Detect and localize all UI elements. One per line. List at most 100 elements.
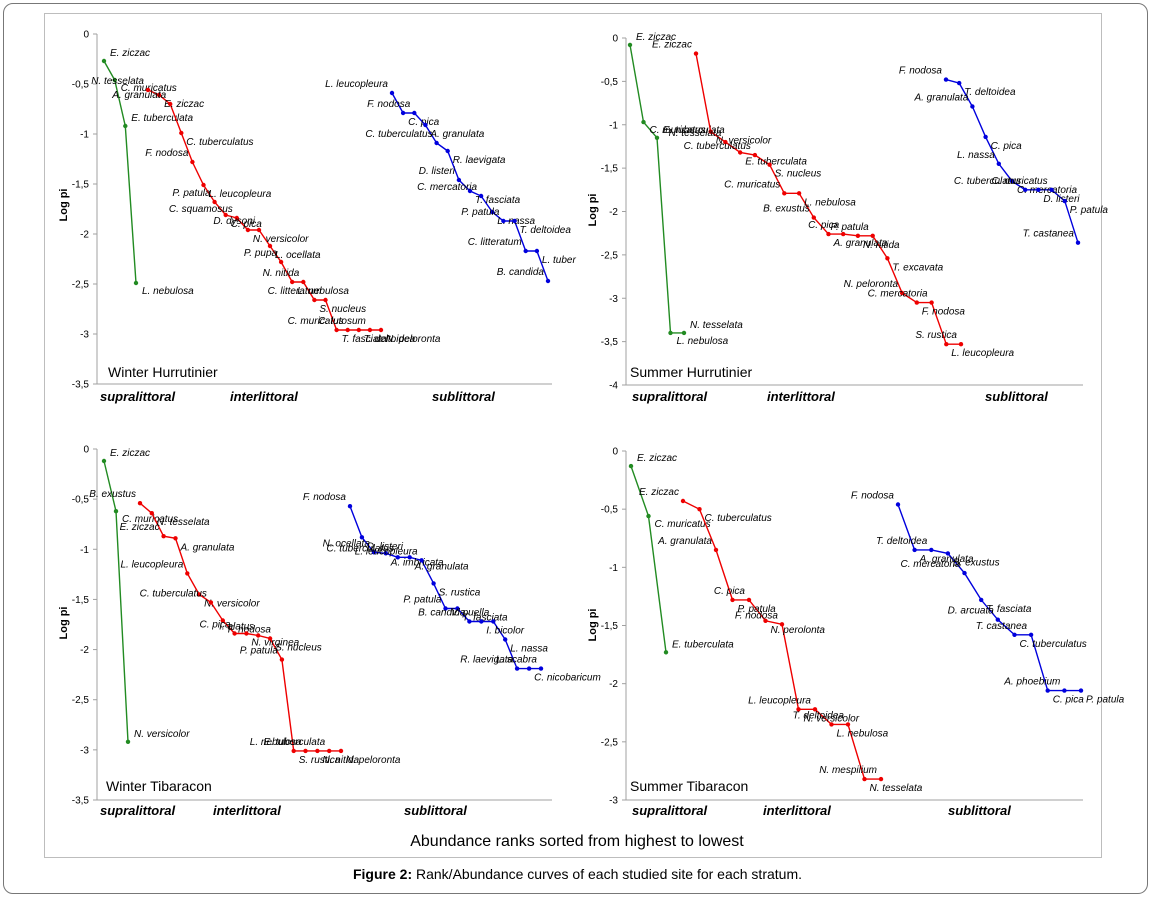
data-point: [443, 606, 448, 611]
data-label: N. tesselata: [91, 76, 144, 87]
data-point: [693, 51, 699, 56]
data-point: [234, 215, 239, 221]
data-label: S. nucleus: [775, 169, 822, 180]
y-tick-label: -1,5: [601, 164, 619, 175]
data-point: [811, 215, 816, 220]
data-point: [490, 209, 495, 215]
y-axis-label: Log pi: [587, 609, 599, 642]
zone-label: sublittoral: [948, 803, 1011, 818]
data-point: [423, 122, 428, 128]
data-point: [1075, 240, 1081, 245]
data-point: [668, 330, 673, 336]
x-axis-label: Abundance ranks sorted from highest to l…: [410, 833, 744, 850]
zone-label: supralittoral: [100, 803, 176, 818]
supralittoral-series-line: [103, 460, 129, 742]
data-label: D. arcuata: [948, 606, 995, 617]
data-label: A. phoebium: [1003, 677, 1060, 688]
data-point: [212, 199, 217, 205]
data-point: [723, 139, 728, 145]
data-label: E. ziczac: [637, 453, 677, 464]
sublittoral-series-line: [897, 504, 1081, 692]
data-point: [782, 191, 787, 196]
data-label: S. nucleus: [275, 643, 322, 654]
data-point: [419, 558, 424, 563]
data-point: [958, 342, 964, 347]
data-label: N. versicolor: [134, 729, 190, 740]
zone-label: interlittoral: [230, 389, 298, 404]
data-point: [646, 513, 651, 519]
data-label: A. granulata: [429, 129, 484, 140]
data-label: N. peloronta: [844, 279, 899, 290]
data-point: [125, 739, 131, 744]
data-point: [730, 597, 735, 603]
data-label: T. castanea: [976, 621, 1028, 632]
data-label: C. muricatus: [650, 125, 706, 136]
data-point: [156, 92, 162, 98]
data-label: A. imbricata: [390, 557, 444, 568]
data-point: [137, 501, 143, 506]
data-point: [943, 77, 949, 82]
data-label: N. tesselata: [669, 128, 722, 139]
data-point: [334, 327, 339, 333]
data-point: [208, 600, 214, 605]
data-point: [196, 592, 202, 597]
data-label: C. pica: [714, 586, 746, 597]
data-point: [179, 130, 184, 136]
data-label: C. muricatus: [655, 519, 711, 530]
data-point: [826, 231, 831, 237]
data-label: L. nebulosa: [677, 336, 729, 347]
data-point: [113, 509, 119, 514]
data-point: [389, 90, 395, 96]
y-tick-label: -1: [80, 130, 89, 141]
y-axis-label: Log pi: [587, 194, 599, 227]
data-point: [1036, 187, 1041, 192]
data-point: [185, 571, 190, 576]
data-point: [168, 101, 173, 107]
data-label: C. pica: [231, 219, 263, 230]
data-label: P. patula: [461, 207, 500, 218]
data-label: N. nitida: [263, 268, 300, 279]
data-point: [431, 581, 436, 586]
zone-label: sublittoral: [985, 389, 1048, 404]
data-label: P. patula: [240, 646, 279, 657]
y-tick-label: -2: [80, 230, 89, 241]
data-label: A. granulata: [657, 536, 712, 547]
data-label: L. leucopleura: [951, 348, 1014, 359]
data-label: S. rustica: [439, 587, 481, 598]
data-label: P. patula: [172, 188, 211, 199]
data-label: A. granulata: [919, 554, 974, 565]
data-label: N. peloronta: [386, 334, 441, 345]
data-label: L. nebulosa: [297, 286, 349, 297]
data-point: [347, 504, 353, 509]
data-point: [1045, 688, 1050, 693]
data-label: S. nucleus: [319, 304, 366, 315]
data-point: [878, 776, 884, 782]
y-tick-label: -3,5: [72, 796, 90, 807]
data-point: [312, 297, 317, 303]
data-label: T. deltoidea: [793, 710, 845, 721]
y-tick-label: 0: [83, 445, 89, 456]
data-point: [895, 502, 901, 507]
data-label: A. granulata: [913, 93, 968, 104]
data-label: E. tuberculata: [263, 737, 325, 748]
data-point: [220, 618, 225, 623]
data-point: [855, 233, 861, 238]
data-label: N. tesselata: [870, 783, 923, 794]
data-point: [1028, 632, 1034, 637]
zone-label: interlittoral: [213, 803, 281, 818]
data-point: [841, 231, 846, 237]
data-point: [912, 547, 917, 553]
data-label: F. nodosa: [899, 66, 943, 77]
data-point: [628, 463, 634, 469]
data-label: L. tuber: [542, 255, 577, 266]
data-point: [256, 227, 262, 233]
data-point: [1062, 688, 1067, 693]
data-label: B. candida: [497, 267, 545, 278]
data-point: [232, 631, 237, 636]
data-point: [929, 300, 934, 305]
data-label: C. muricatus: [122, 514, 178, 525]
data-point: [315, 748, 320, 754]
data-label: C. tuberculatus: [705, 513, 772, 524]
data-point: [1049, 187, 1054, 192]
data-point: [627, 42, 633, 48]
